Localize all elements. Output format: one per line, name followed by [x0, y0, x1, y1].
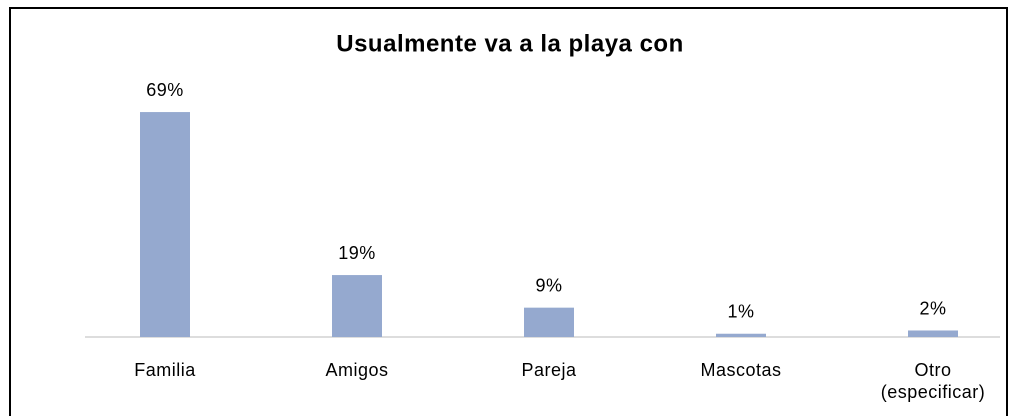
category-label: Otro (especificar)	[880, 360, 986, 402]
bar	[908, 330, 958, 337]
category-label: Familia	[134, 360, 196, 380]
bar	[140, 112, 190, 337]
value-label: 9%	[535, 276, 562, 296]
bar	[716, 333, 766, 337]
value-label: 69%	[146, 80, 184, 100]
chart-title: Usualmente va a la playa con	[336, 30, 683, 57]
category-label: Mascotas	[700, 360, 782, 380]
category-label: Amigos	[325, 360, 389, 380]
category-label: Pareja	[521, 360, 577, 380]
value-label: 2%	[919, 298, 946, 318]
bar	[524, 307, 574, 337]
value-label: 19%	[338, 243, 376, 263]
bar	[332, 275, 382, 337]
value-label: 1%	[727, 302, 754, 322]
